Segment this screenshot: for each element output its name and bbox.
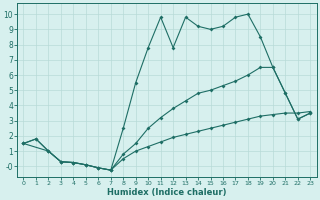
X-axis label: Humidex (Indice chaleur): Humidex (Indice chaleur) xyxy=(107,188,227,197)
